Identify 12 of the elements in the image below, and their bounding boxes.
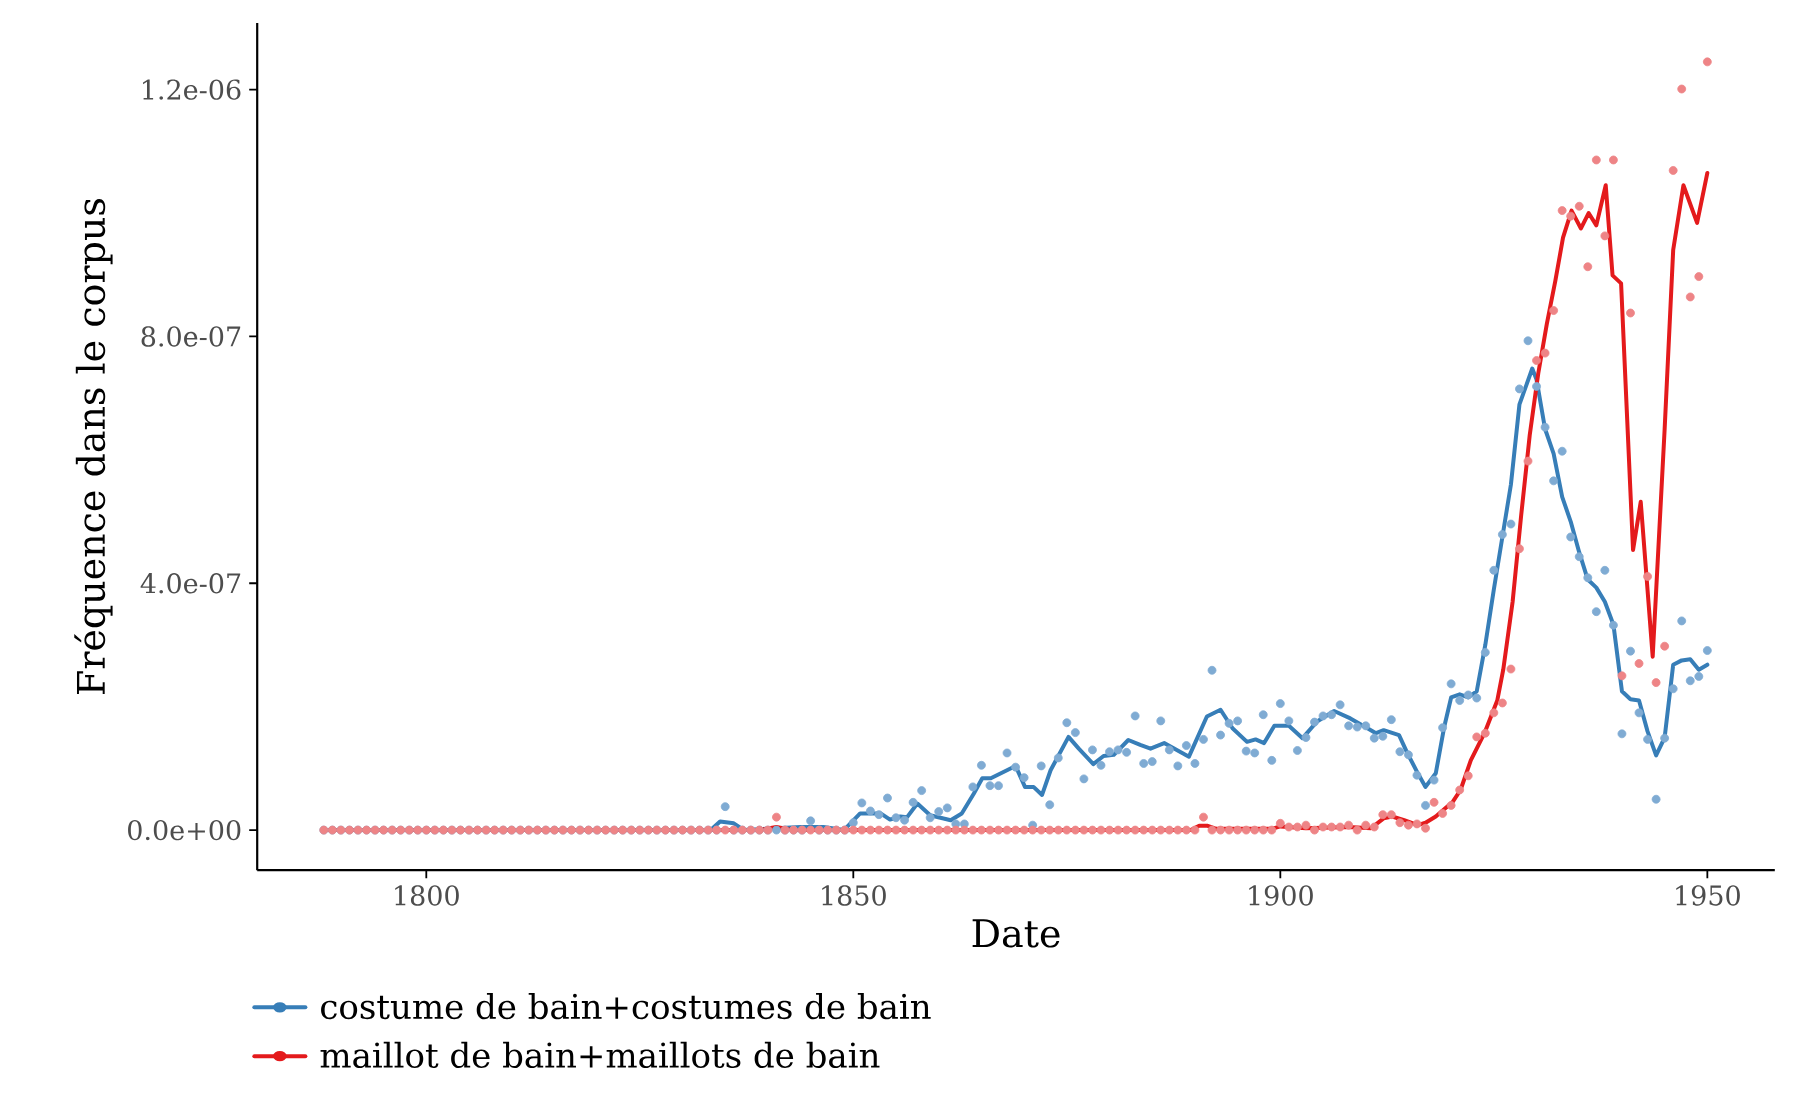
x-tick-label: 1900: [1249, 885, 1313, 906]
legend-label: maillot de bain+maillots de bain: [320, 1041, 880, 1069]
x-tick-label: 1800: [395, 885, 459, 906]
y-tick-label: 8.0e-07: [141, 326, 241, 347]
y-tick-label: 1.2e-06: [143, 79, 241, 100]
y-tick-label: 0.0e+00: [128, 819, 241, 841]
x-tick-label: 1950: [1676, 885, 1740, 906]
x-axis-title: Date: [972, 919, 1060, 948]
x-tick-label: 1850: [822, 885, 886, 906]
y-axis-title: Fréquence dans le corpus: [74, 199, 113, 695]
y-tick-label: 4.0e-07: [140, 573, 241, 594]
legend-label: costume de bain+costumes de bain: [321, 992, 931, 1020]
